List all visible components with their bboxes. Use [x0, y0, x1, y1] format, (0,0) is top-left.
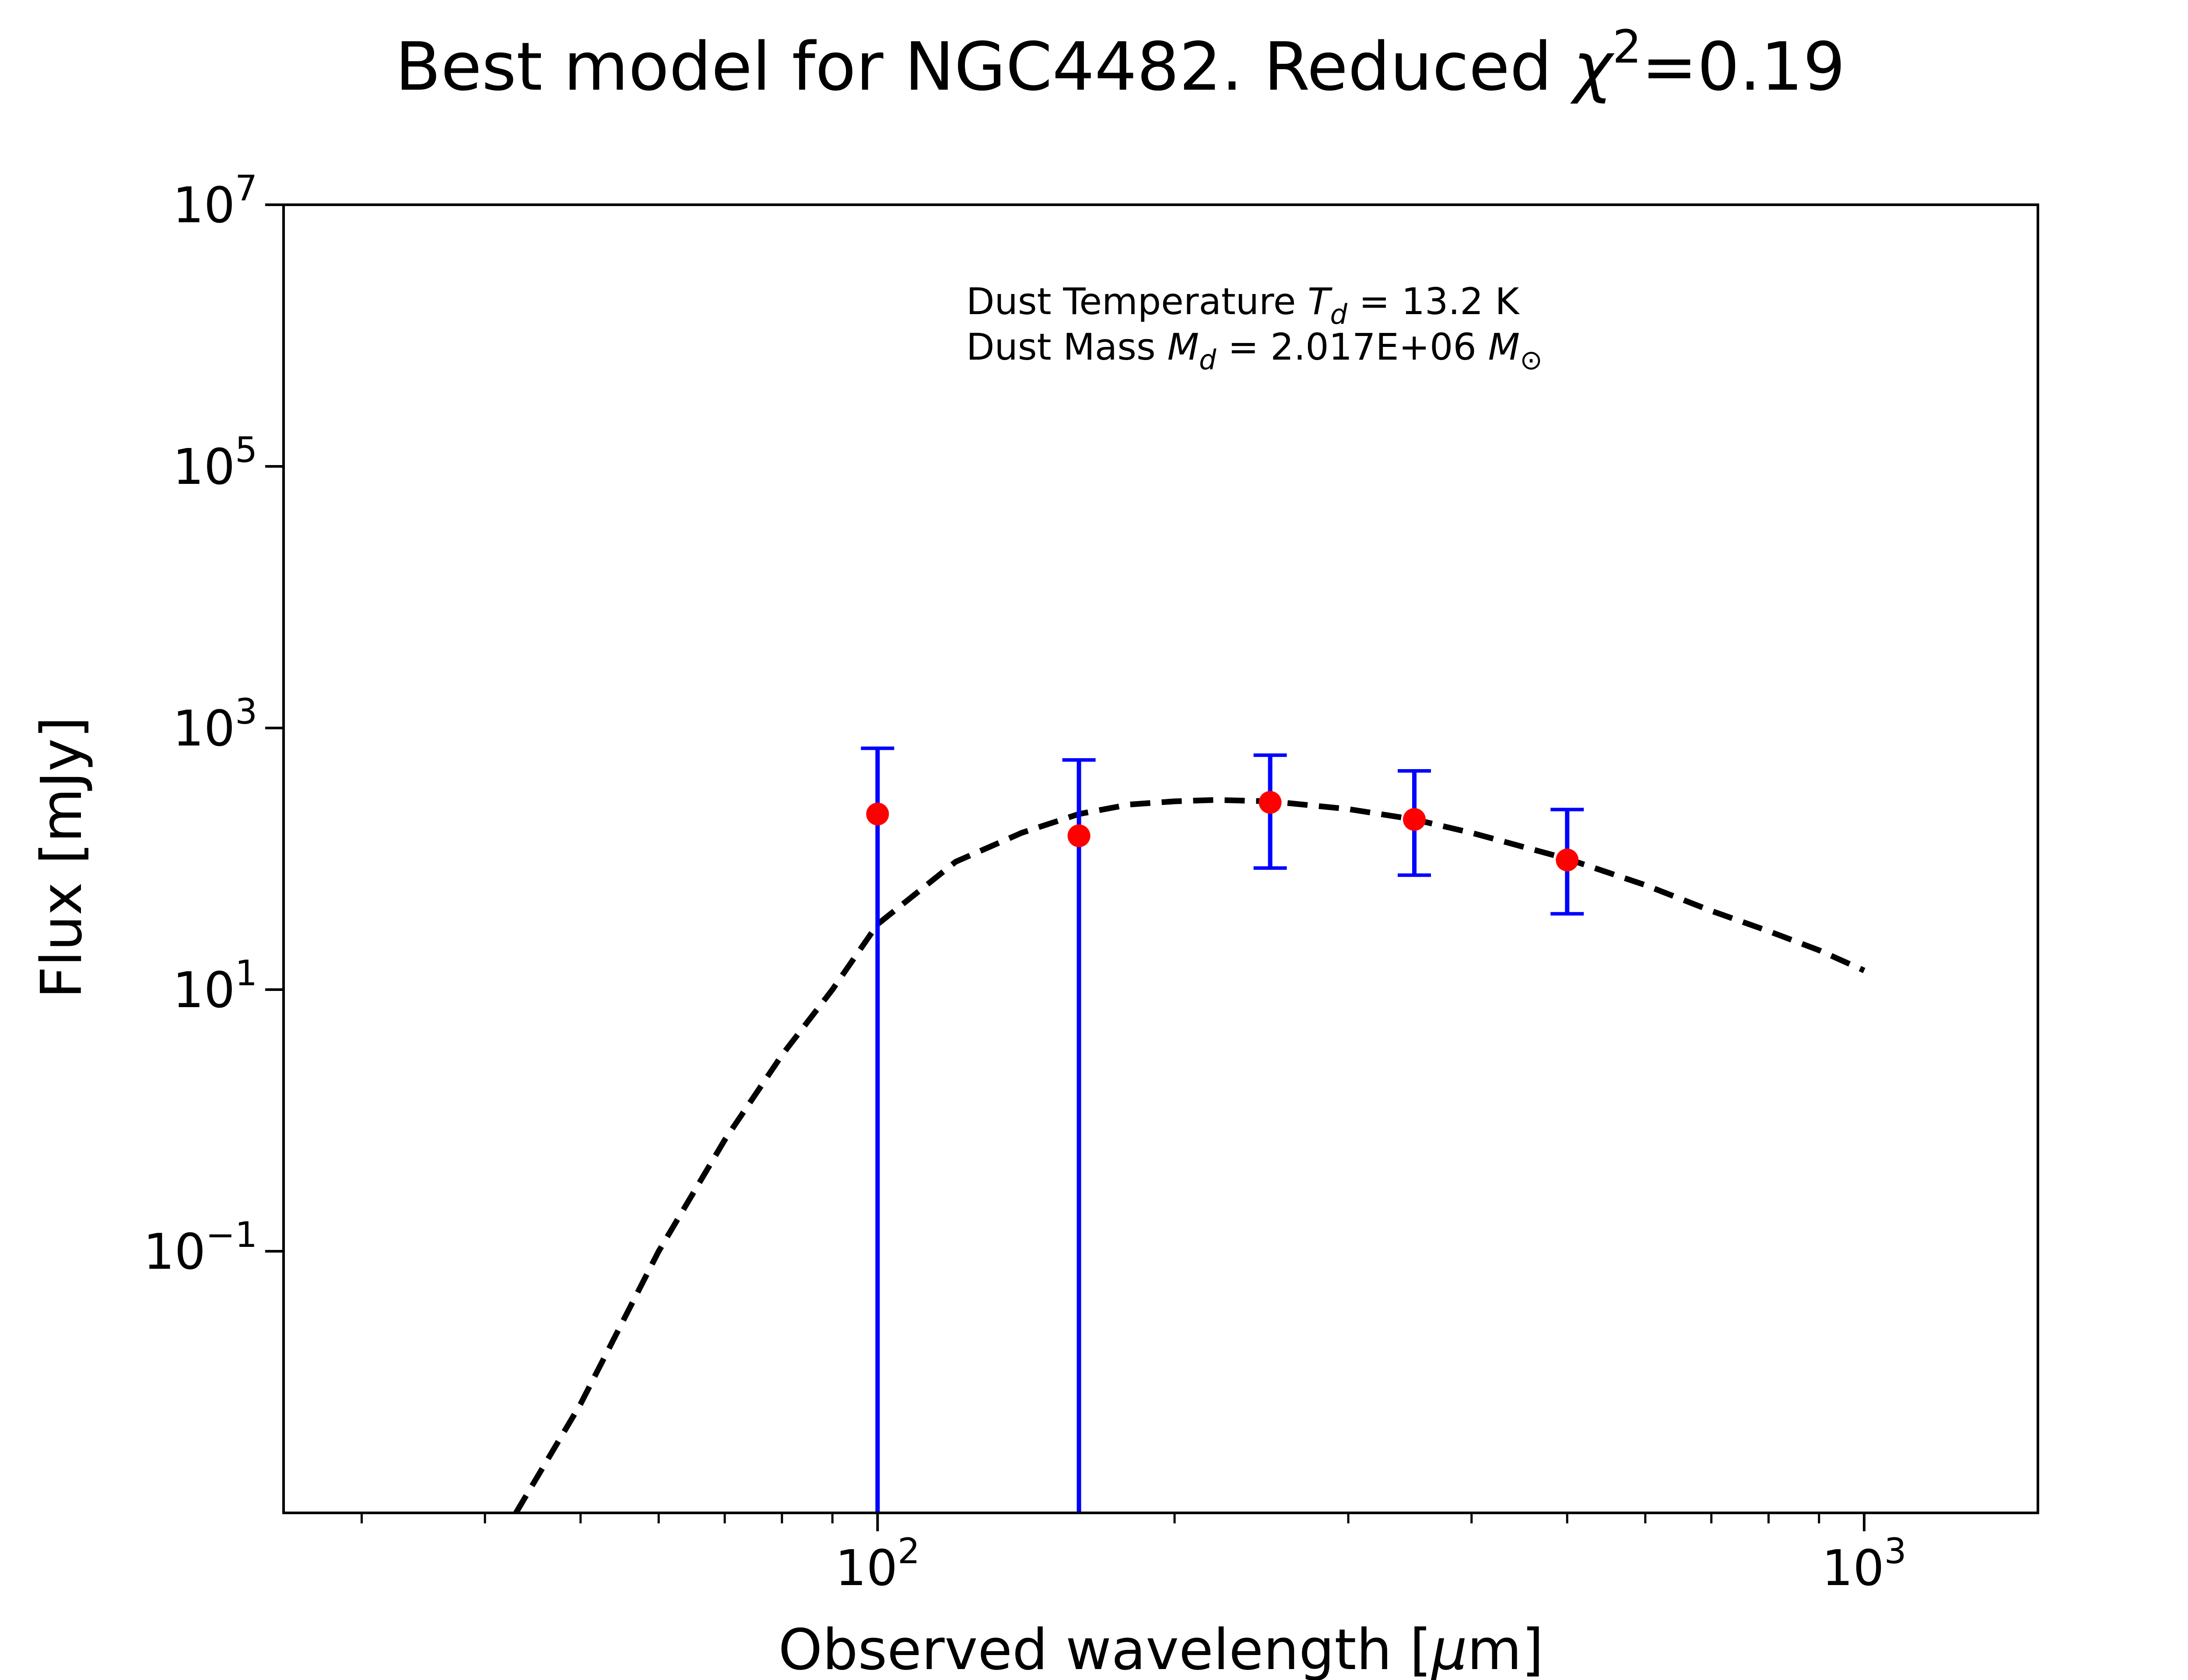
svg-text:Dust Mass Md = 2.017E+06 M⊙: Dust Mass Md = 2.017E+06 M⊙ — [966, 326, 1543, 376]
y-tick-label: 103 — [173, 691, 257, 757]
x-tick-label: 103 — [1822, 1531, 1906, 1597]
plot-frame — [282, 203, 2039, 1514]
annotation-temp-value: = 13.2 K — [1347, 280, 1520, 323]
y-tick-label: 105 — [173, 430, 257, 496]
fit-annotation: Dust Temperature Td = 13.2 K Dust Mass M… — [966, 280, 1543, 376]
svg-text:Dust Temperature Td = 13.2 K: Dust Temperature Td = 13.2 K — [966, 280, 1520, 330]
annotation-solar-symbol: M — [1488, 326, 1520, 368]
title-chi-exponent: 2 — [1613, 20, 1641, 74]
errorbar-2 — [1062, 758, 1096, 1513]
svg-text:Best model for NGC4482. Reduce: Best model for NGC4482. Reduced χ2=0.19 — [395, 20, 1845, 105]
data-points-layer — [866, 791, 1579, 872]
chart-title: Best model for NGC4482. Reduced χ2=0.19 — [395, 20, 1845, 105]
y-tick-label: 10−1 — [144, 1214, 257, 1281]
annotation-mass-symbol: M — [1168, 326, 1199, 368]
data-point-3 — [1259, 791, 1282, 814]
x-axis-label: Observed wavelength [μm] — [778, 1617, 1544, 1680]
errorbar-layer — [861, 746, 1584, 1513]
annotation-mass-value: = 2.017E+06 — [1216, 326, 1488, 368]
data-point-1 — [866, 802, 889, 826]
y-tick-label: 107 — [173, 168, 257, 234]
annotation-solar-subscript: ⊙ — [1520, 344, 1543, 376]
title-prefix: Best model for NGC4482. Reduced — [395, 28, 1573, 105]
y-axis-ticks: 10−1 101 103 105 107 — [144, 168, 284, 1281]
annotation-temp-symbol: T — [1308, 280, 1332, 323]
data-point-5 — [1556, 848, 1579, 872]
model-curve-layer — [513, 797, 1865, 1515]
x-axis-ticks: 102 103 — [361, 1513, 1907, 1597]
plot-area — [282, 203, 2039, 1515]
title-chi: χ — [1570, 28, 1615, 105]
errorbar-1 — [861, 746, 894, 1513]
x-axis-label-text: Observed wavelength [ — [778, 1617, 1432, 1680]
annotation-mass-prefix: Dust Mass — [966, 326, 1168, 368]
annotation-temp-subscript: d — [1330, 298, 1347, 330]
title-suffix: =0.19 — [1641, 28, 1845, 105]
y-axis-label: Flux [mJy] — [29, 717, 95, 999]
x-tick-label: 102 — [835, 1531, 920, 1597]
model-curve — [513, 797, 1865, 1515]
y-tick-label: 101 — [173, 953, 257, 1019]
annotation-temp-prefix: Dust Temperature — [966, 280, 1308, 323]
data-point-4 — [1403, 808, 1426, 831]
x-axis-label-unit: m] — [1467, 1617, 1544, 1680]
annotation-mass-subscript: d — [1199, 344, 1217, 376]
data-point-2 — [1067, 824, 1090, 847]
x-axis-label-mu: μ — [1431, 1617, 1467, 1680]
